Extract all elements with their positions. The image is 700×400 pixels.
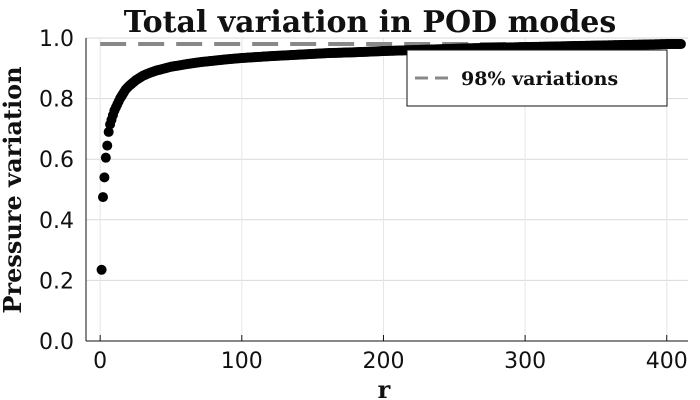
legend: 98% variations bbox=[406, 49, 668, 107]
axes bbox=[85, 38, 688, 342]
y-tick-label: 0.4 bbox=[39, 209, 74, 234]
data-point bbox=[99, 172, 110, 183]
legend-box bbox=[406, 49, 668, 107]
legend-threshold-label: 98% variations bbox=[461, 68, 618, 90]
data-point bbox=[96, 264, 107, 275]
data-point bbox=[102, 140, 113, 151]
y-tick-label: 0.6 bbox=[39, 148, 74, 173]
y-tick-label: 0.2 bbox=[39, 269, 74, 294]
data-point bbox=[103, 126, 114, 137]
x-tick-label: 400 bbox=[646, 349, 688, 374]
x-tick-label: 0 bbox=[93, 349, 107, 374]
tick-labels: 0.0 0.2 0.4 0.6 0.8 1.0 0 100 200 300 400 bbox=[39, 27, 688, 374]
y-tick-label: 1.0 bbox=[39, 27, 74, 52]
x-tick-label: 100 bbox=[221, 349, 263, 374]
data-point bbox=[100, 152, 111, 163]
y-tick-label: 0.8 bbox=[39, 88, 74, 113]
x-tick-label: 300 bbox=[504, 349, 546, 374]
x-axis-label: r bbox=[378, 375, 391, 400]
x-tick-label: 200 bbox=[362, 349, 404, 374]
y-tick-label: 0.0 bbox=[39, 330, 74, 355]
data-point bbox=[97, 192, 108, 203]
y-axis-label: Pressure variation bbox=[0, 66, 27, 313]
data-point bbox=[674, 39, 685, 50]
chart-title: Total variation in POD modes bbox=[124, 5, 617, 40]
